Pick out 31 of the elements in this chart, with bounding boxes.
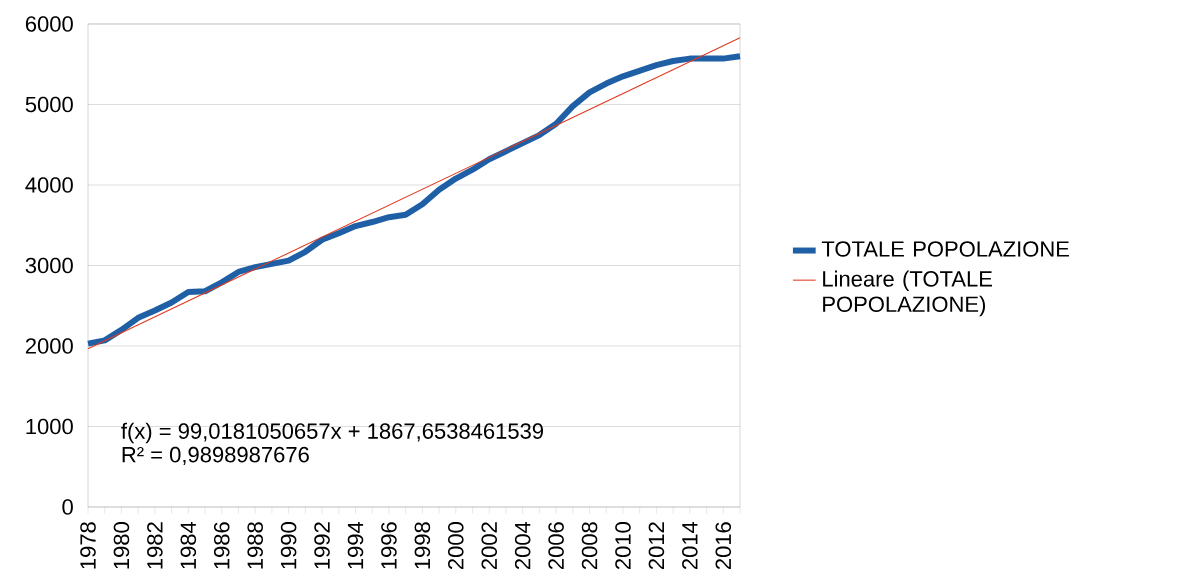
x-tick-label: 1988 bbox=[247, 522, 263, 569]
y-tick-label: 1000 bbox=[26, 418, 73, 435]
annotation: R² = 0,9898987676 bbox=[122, 446, 309, 466]
x-tick-label: 1996 bbox=[381, 522, 397, 569]
x-tick-label: 2004 bbox=[514, 521, 531, 570]
y-tick-label: 5000 bbox=[25, 96, 73, 113]
x-tick-label: 1980 bbox=[113, 522, 130, 569]
x-tick-label: 1978 bbox=[80, 522, 96, 569]
x-tick-label: 1984 bbox=[180, 521, 197, 569]
y-tick-label: 2000 bbox=[25, 338, 73, 354]
annotation: f(x) = 99,0181050657x + 1867,6538461539 bbox=[121, 422, 543, 444]
x-tick-label: 1990 bbox=[280, 522, 297, 569]
x-tick-label: 1994 bbox=[347, 521, 364, 569]
y-tick-label: 6000 bbox=[25, 16, 73, 32]
x-tick-label: 2002 bbox=[481, 522, 498, 570]
x-tick-label: 2014 bbox=[682, 521, 698, 570]
y-tick-label: 4000 bbox=[25, 177, 73, 193]
x-tick-label: 1992 bbox=[314, 522, 330, 569]
y-tick-label: 3000 bbox=[25, 257, 73, 274]
x-tick-label: 1998 bbox=[414, 522, 431, 569]
y-tick-label: 0 bbox=[62, 499, 73, 515]
x-tick-label: 2016 bbox=[715, 522, 732, 570]
x-tick-label: 1986 bbox=[213, 522, 230, 569]
x-tick-label: 2012 bbox=[648, 522, 665, 570]
x-tick-label: 2008 bbox=[581, 522, 598, 570]
legend-label: TOTALE POPOLAZIONE bbox=[821, 241, 1069, 257]
x-tick-label: 2010 bbox=[615, 522, 631, 570]
x-tick-label: 2000 bbox=[448, 522, 464, 570]
x-tick-label: 2006 bbox=[548, 522, 564, 570]
x-tick-label: 1982 bbox=[147, 522, 163, 569]
legend-label: Lineare (TOTALE POPOLAZIONE) bbox=[823, 270, 992, 317]
